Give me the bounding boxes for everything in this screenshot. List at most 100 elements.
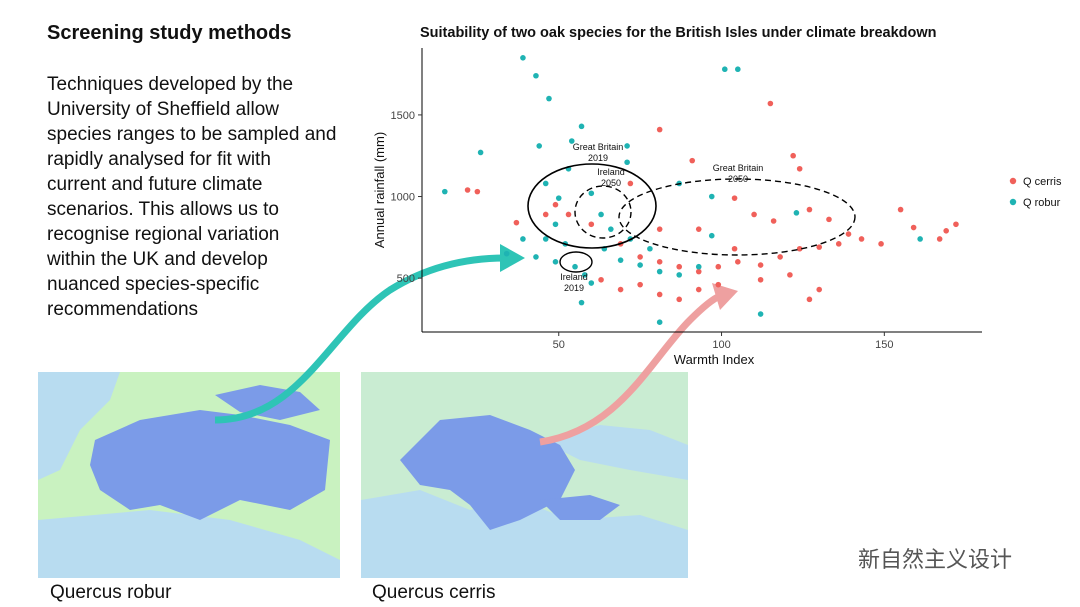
point (751, 211, 757, 218)
point (676, 272, 683, 278)
point (503, 250, 510, 257)
point (695, 263, 702, 270)
point (637, 262, 643, 268)
point (546, 95, 552, 102)
y-tick-label: 1000 (391, 192, 415, 204)
point (917, 236, 923, 242)
map-sea (38, 510, 340, 578)
point (617, 286, 624, 293)
paragraph-line: current and future climate (47, 174, 262, 195)
point (555, 195, 562, 201)
point (943, 228, 949, 234)
point (647, 245, 653, 252)
point (624, 159, 630, 166)
point (878, 241, 884, 247)
legend-label: Q cerris (1023, 176, 1062, 188)
point (627, 180, 634, 187)
point (858, 236, 865, 242)
paragraph-line: rapidly analysed for fit with (47, 149, 271, 170)
point (637, 254, 643, 260)
point (565, 211, 572, 218)
point (520, 236, 526, 242)
region-outline (574, 185, 632, 239)
point (542, 211, 549, 218)
point (598, 276, 604, 283)
point (731, 245, 738, 252)
map-robur (38, 372, 340, 578)
legend-marker (1009, 177, 1017, 185)
point (845, 231, 852, 237)
x-axis-label: Warmth Index (674, 352, 755, 367)
point (777, 254, 783, 260)
map-caption: Quercus cerris (372, 582, 496, 603)
point (542, 236, 549, 242)
point (533, 254, 539, 260)
point (910, 224, 917, 231)
arrow-head (500, 244, 525, 272)
point (617, 257, 624, 263)
point (715, 281, 722, 288)
map-sea (540, 425, 688, 480)
point (897, 206, 904, 213)
annotation: Great Britain (713, 163, 764, 173)
map-caption: Quercus robur (50, 582, 172, 603)
point (578, 299, 585, 306)
region-outline (527, 163, 657, 249)
point (572, 263, 578, 270)
paragraph-line: nuanced species-specific (47, 274, 259, 295)
point (695, 226, 702, 232)
point (624, 143, 630, 149)
point (787, 272, 793, 278)
region-outline (559, 251, 593, 273)
x-tick-label: 150 (875, 339, 893, 351)
legend-marker (1009, 198, 1017, 206)
x-tick-label: 100 (712, 339, 730, 351)
annotation: Great Britain (573, 142, 624, 152)
point (936, 236, 943, 242)
point (656, 259, 663, 265)
paragraph-line: recommendations (47, 299, 198, 320)
point (656, 291, 663, 298)
y-tick-label: 500 (397, 273, 415, 285)
map-range (90, 410, 330, 520)
legend-label: Q robur (1023, 197, 1061, 209)
point (695, 286, 702, 293)
point (568, 138, 575, 144)
point (735, 66, 741, 73)
map-range (400, 415, 575, 530)
heading: Screening study methods (47, 22, 292, 44)
annotation: Ireland (560, 272, 588, 282)
point (598, 211, 604, 218)
map-range (215, 385, 320, 420)
map-cerris (361, 372, 688, 578)
point (806, 296, 813, 303)
point (542, 180, 549, 187)
chart-title: Suitability of two oak species for the B… (420, 25, 937, 41)
point (708, 232, 715, 239)
point (676, 296, 683, 303)
region-outline (618, 178, 856, 256)
annotation: 2019 (564, 283, 584, 293)
point (637, 281, 643, 288)
point (656, 319, 663, 326)
point (757, 262, 764, 268)
point (477, 149, 484, 156)
point (790, 152, 796, 159)
point (464, 187, 471, 193)
paragraph-line: within the UK and develop (46, 249, 268, 270)
arrow (214, 254, 506, 424)
paragraph-line: recognise regional variation (47, 224, 279, 245)
point (441, 188, 448, 195)
watermark: 新自然主义设计 (858, 547, 1012, 572)
point (656, 226, 663, 232)
point (695, 268, 702, 275)
point (513, 219, 520, 226)
y-axis-label: Annual rainfall (mm) (372, 132, 387, 248)
point (767, 100, 774, 107)
point (793, 210, 800, 216)
point (578, 123, 585, 130)
map-sea (38, 372, 120, 480)
